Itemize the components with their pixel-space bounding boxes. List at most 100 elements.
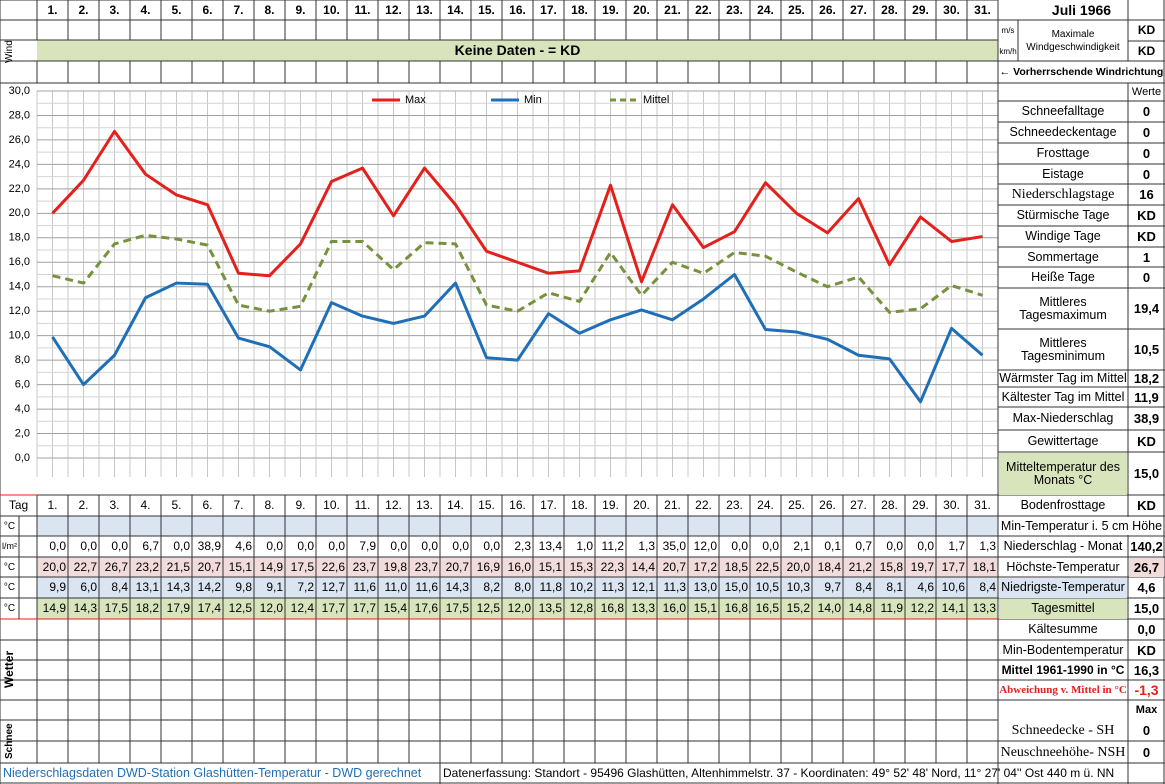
day-header: 6. — [202, 2, 213, 17]
table-value: 13,1 — [135, 580, 159, 594]
day-header: 28. — [881, 2, 898, 17]
series-line — [51, 273, 984, 404]
table-value: 23,2 — [135, 559, 159, 574]
unit: m/s — [1001, 26, 1015, 35]
stat-label: Mitteltemperatur des Monats °C — [1006, 459, 1120, 487]
day-label: 29. — [912, 498, 929, 512]
table-value: 15,2 — [786, 601, 810, 615]
table-value: 17,5 — [104, 601, 128, 615]
table-value: 20,7 — [662, 559, 686, 574]
y-tick-label: 10,0 — [9, 330, 30, 342]
table-value: 21,2 — [848, 559, 872, 574]
day-label: 14. — [447, 498, 464, 512]
table-value: 11,6 — [353, 580, 376, 594]
day-label: 15. — [478, 498, 495, 512]
day-label: 21. — [664, 498, 681, 512]
day-label: 31. — [974, 498, 991, 512]
table-value: 14,1 — [941, 601, 965, 615]
footer-left: Niederschlagsdaten DWD-Station Glashütte… — [3, 766, 422, 780]
day-label: 4. — [140, 498, 151, 512]
table-value: 12,4 — [290, 601, 314, 615]
precipitation-value: 0,0 — [886, 539, 903, 553]
table-value: 19,8 — [383, 559, 407, 574]
table-value: 8,4 — [855, 580, 872, 594]
day-header: 23. — [726, 2, 743, 17]
weather-label: Wetter — [2, 650, 16, 689]
day-label: 12. — [385, 498, 402, 512]
table-value: 22,3 — [600, 559, 624, 574]
legend-label: Max — [405, 94, 426, 106]
cell-bg — [37, 557, 998, 577]
table-value: 20,7 — [197, 559, 221, 574]
day-header: 24. — [757, 2, 774, 17]
y-tick-label: 8,0 — [15, 354, 30, 366]
table-value: 19,7 — [910, 559, 934, 574]
day-header: 17. — [540, 2, 557, 17]
stat-value: KD — [1137, 208, 1156, 223]
table-value: 17,5 — [290, 559, 314, 574]
table-value: 10,5 — [755, 580, 779, 594]
precipitation-value: 0,0 — [762, 539, 779, 553]
table-value: 11,8 — [539, 580, 562, 594]
y-tick-label: 12,0 — [9, 305, 30, 317]
precipitation-value: 0,7 — [855, 539, 872, 553]
table-value: 12,2 — [910, 601, 934, 615]
stat-label: Kältesumme — [1028, 622, 1098, 636]
table-value: 23,7 — [352, 559, 376, 574]
table-value: 7,2 — [297, 580, 314, 594]
stat-value: 1 — [1142, 249, 1151, 265]
stat-value: 4,6 — [1137, 580, 1156, 595]
stat-label: Niederschlagstage — [1011, 187, 1115, 202]
stat-label: Schneedeckentage — [1009, 125, 1117, 139]
stat-value: 16 — [1139, 187, 1154, 202]
day-header: 16. — [509, 2, 526, 17]
stat-value: 19,4 — [1133, 301, 1160, 316]
label-bg — [999, 599, 1127, 619]
y-tick-label: 26,0 — [9, 134, 30, 146]
snow-label: Schnee — [4, 723, 15, 760]
y-tick-label: 16,0 — [9, 256, 30, 268]
precipitation-value: 7,9 — [359, 539, 376, 553]
table-value: 15,1 — [693, 601, 717, 615]
table-value: 15,0 — [724, 580, 748, 594]
stat-label: Wärmster Tag im Mittel — [999, 371, 1127, 385]
y-tick-label: 22,0 — [9, 183, 30, 195]
table-value: 17,6 — [414, 601, 438, 615]
table-value: 10,6 — [941, 580, 965, 594]
precipitation-value: 0,0 — [483, 539, 500, 553]
month-title: Juli 1966 — [1051, 1, 1112, 18]
stat-value: 10,5 — [1133, 342, 1160, 357]
table-value: 16,0 — [507, 559, 531, 574]
day-header: 30. — [943, 2, 960, 17]
stat-label: Schneefalltage — [1021, 104, 1105, 118]
table-value: 9,8 — [235, 580, 252, 594]
table-value: 20,0 — [42, 559, 66, 574]
day-label: 22. — [695, 498, 712, 512]
precipitation-value: 1,7 — [948, 539, 965, 553]
table-value: 8,4 — [111, 580, 128, 594]
stat-label: Niedrigste-Temperatur — [1001, 580, 1125, 594]
day-label: 18. — [571, 498, 588, 512]
table-value: 10,3 — [786, 580, 810, 594]
day-header: 18. — [571, 2, 588, 17]
stat-value: 0 — [1142, 125, 1151, 140]
footer-right: Datenerfassung: Standort - 95496 Glashüt… — [443, 766, 1115, 780]
table-value: 18,2 — [135, 601, 159, 615]
day-header: 12. — [385, 2, 402, 17]
label-bg — [999, 578, 1127, 598]
stat-label: Mittel 1961-1990 in °C — [1001, 662, 1125, 677]
table-value: 17,2 — [693, 559, 717, 574]
precipitation-value: 0,0 — [917, 539, 934, 553]
day-label: 27. — [850, 498, 867, 512]
wind-direction: ← Vorherrschende Windrichtung — [999, 65, 1164, 78]
stat-label: Neuschneehöhe- NSH — [1000, 744, 1126, 760]
table-value: 16,9 — [476, 559, 500, 574]
table-value: 14,0 — [817, 601, 841, 615]
table-value: 11,9 — [880, 601, 903, 615]
day-label: 17. — [540, 498, 557, 512]
day-label: 2. — [78, 498, 89, 512]
day-header: 1. — [47, 2, 58, 17]
precipitation-value: 13,4 — [538, 539, 562, 553]
table-value: 16,8 — [600, 601, 624, 615]
